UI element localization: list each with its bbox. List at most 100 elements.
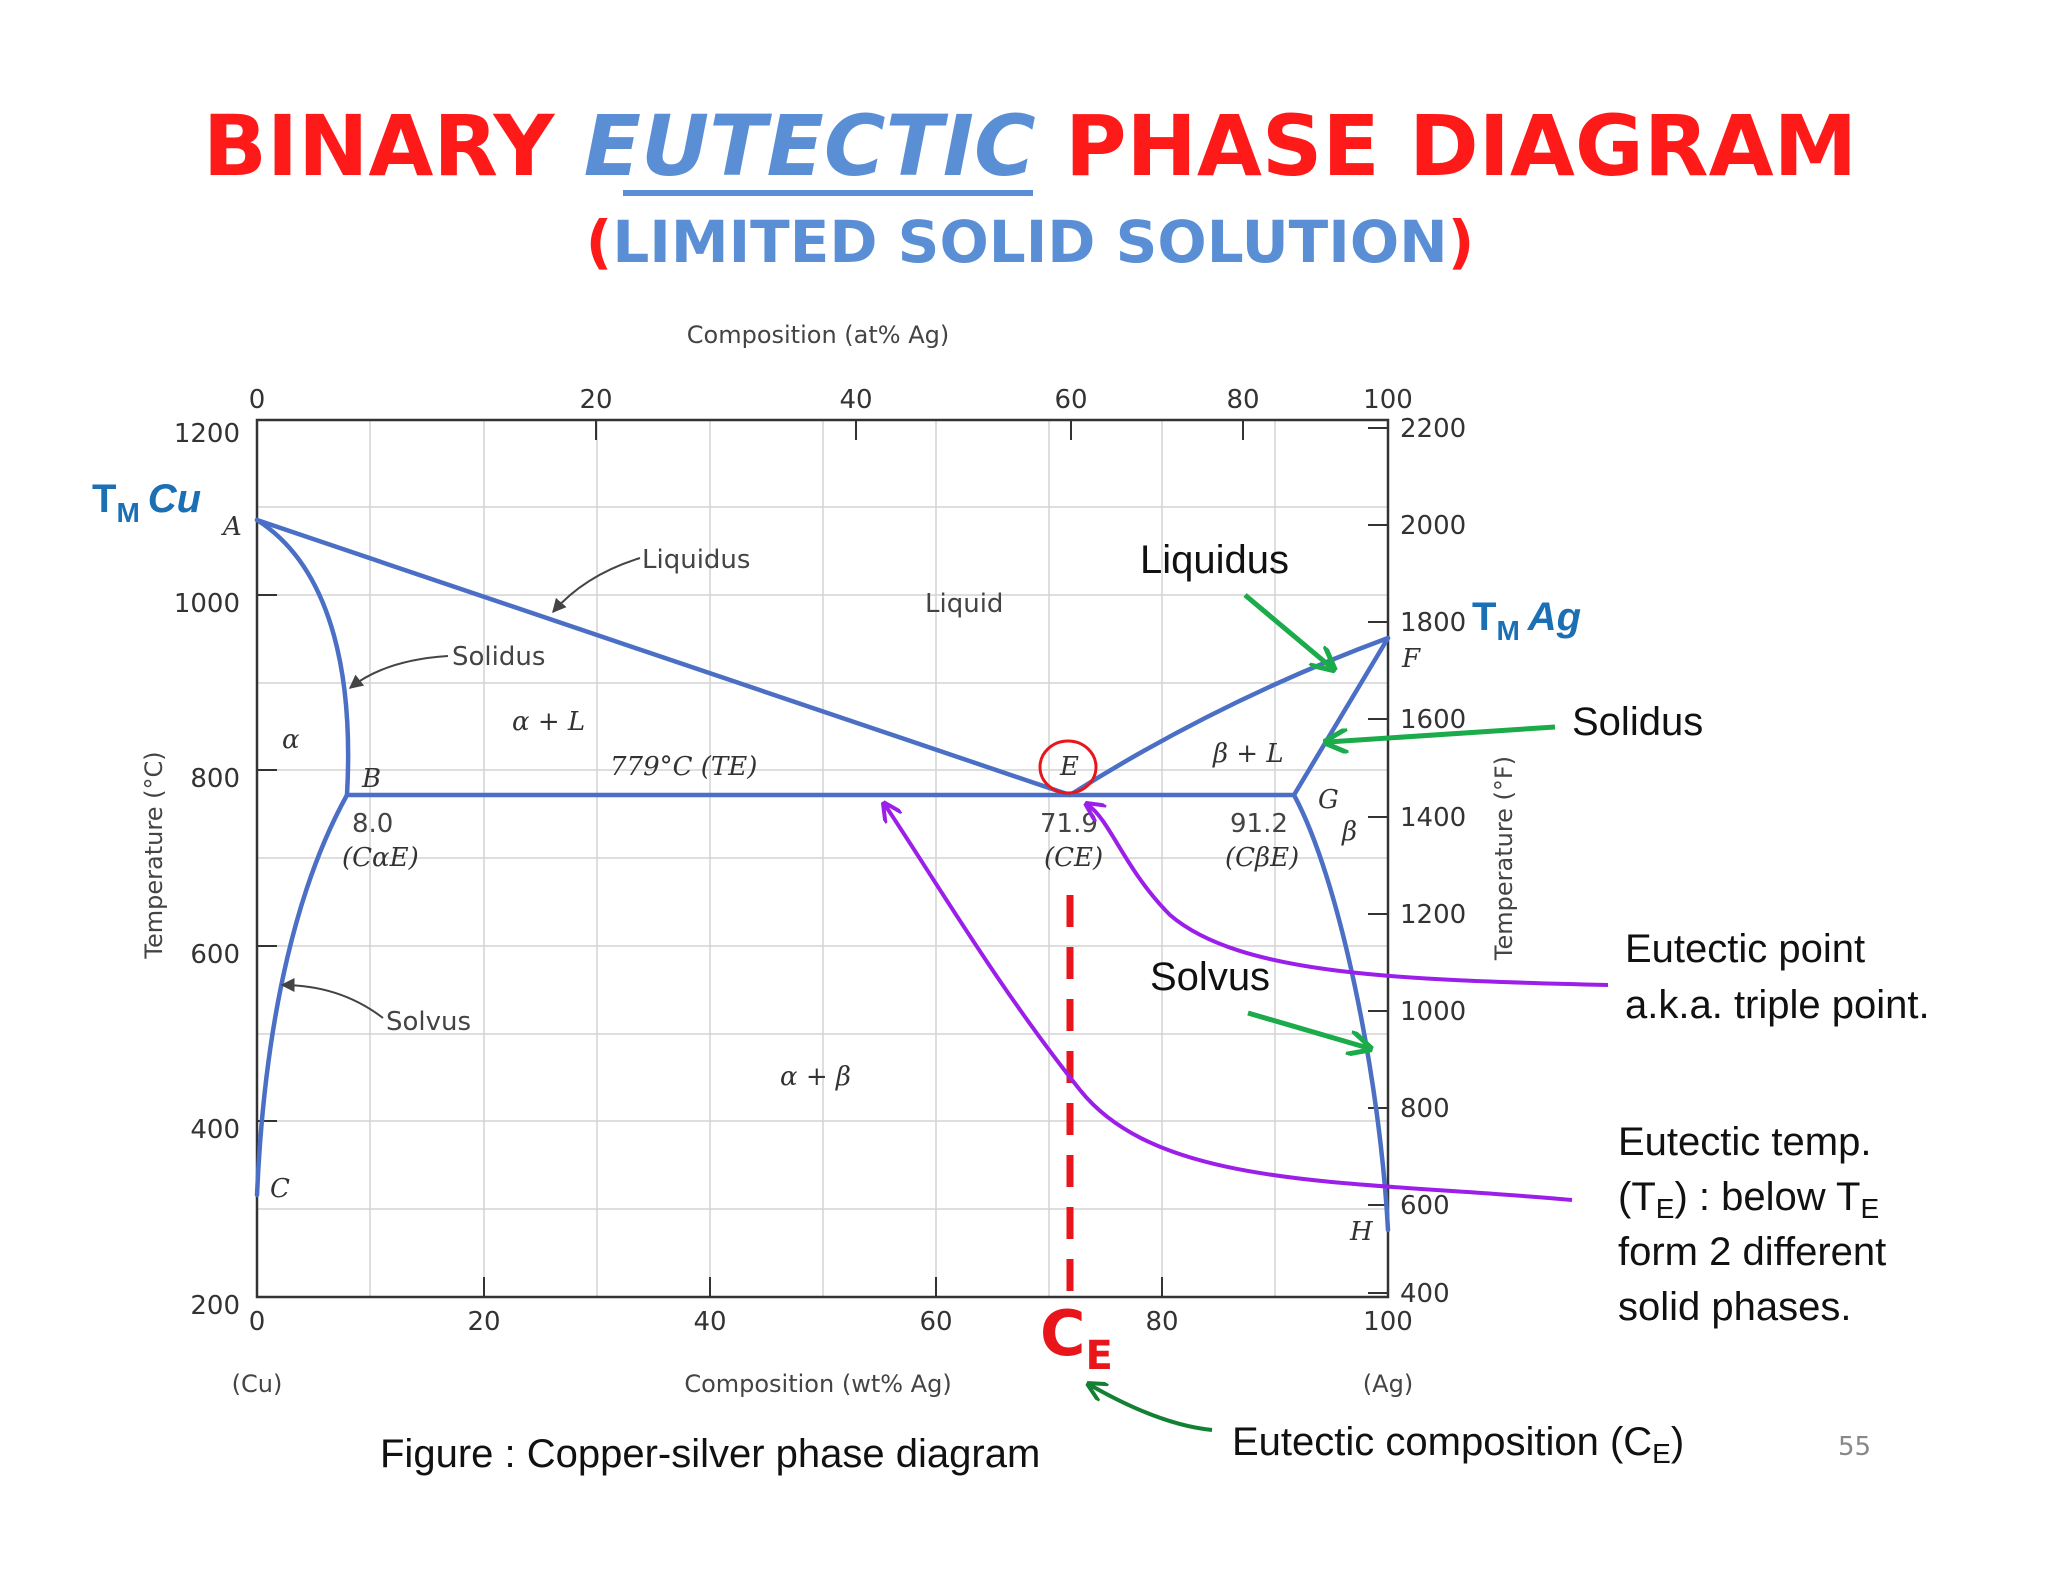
annotation-solidus: Solidus xyxy=(1572,700,1703,744)
label-solvus-inline: Solvus xyxy=(386,1007,471,1037)
right-tick: 400 xyxy=(1400,1279,1450,1309)
liquidus-right-curve xyxy=(1067,635,1391,798)
title-part-binary: BINARY xyxy=(203,97,584,195)
tm-cu-elem: Cu xyxy=(148,477,201,521)
annotation-liquidus: Liquidus xyxy=(1140,538,1289,582)
bottom-tick: 40 xyxy=(693,1307,726,1337)
right-tick: 1600 xyxy=(1400,705,1466,735)
right-tick: 2200 xyxy=(1400,414,1466,444)
region-alpha: α xyxy=(282,725,300,755)
point-labels: A B C E F G H xyxy=(221,512,1421,1247)
annotation-eutectic-temp-line1: Eutectic temp. xyxy=(1618,1120,1871,1164)
region-beta: β xyxy=(1341,817,1357,847)
et-open: (T xyxy=(1618,1175,1656,1219)
region-beta-l: β + L xyxy=(1212,739,1284,769)
region-liquid: Liquid xyxy=(925,589,1003,619)
composition-values: 8.0 (CαE) 71.9 (CE) 91.2 (CβE) xyxy=(342,809,1299,873)
top-tick: 0 xyxy=(249,385,266,415)
right-axis-ticks: 2200 2000 1800 1600 1400 1200 1000 800 6… xyxy=(1400,414,1466,1309)
value-ce: 71.9 xyxy=(1040,809,1098,839)
bottom-tick: 80 xyxy=(1145,1307,1178,1337)
ce-marker-c: C xyxy=(1040,1297,1086,1370)
solidus-right-curve xyxy=(1291,635,1391,798)
label-liquidus-inline: Liquidus xyxy=(642,545,750,575)
inline-line-labels: Liquidus Solidus Solvus 779°C (TE) xyxy=(280,545,757,1037)
eutectic-point-marker xyxy=(1038,739,1098,795)
arrow-solidus-inline xyxy=(348,655,449,689)
left-tick: 1000 xyxy=(174,589,240,619)
bottom-tick: 20 xyxy=(467,1307,500,1337)
right-tick: 2000 xyxy=(1400,511,1466,541)
bottom-axis-label: Composition (wt% Ag) xyxy=(684,1370,951,1398)
tm-ag-sub: M xyxy=(1496,615,1519,646)
label-solidus-inline: Solidus xyxy=(452,642,545,672)
ec-text: Eutectic composition (C xyxy=(1232,1420,1652,1464)
subtitle-close-paren: ) xyxy=(1448,208,1475,276)
label-ce: (CE) xyxy=(1044,843,1103,873)
arrow-solvus xyxy=(1247,1010,1368,1048)
top-axis-label: Composition (at% Ag) xyxy=(687,321,949,349)
top-tick: 40 xyxy=(839,385,872,415)
plot-grid xyxy=(257,420,1388,1297)
point-label-c: C xyxy=(270,1174,290,1204)
label-tm-cu: TM Cu xyxy=(92,477,201,528)
solidus-left-curve xyxy=(254,517,351,798)
annotation-eutectic-point-line1: Eutectic point xyxy=(1625,927,1865,971)
right-tick: 1200 xyxy=(1400,900,1466,930)
right-tick: 1000 xyxy=(1400,997,1466,1027)
slide-title: BINARY EUTECTIC PHASE DIAGRAM xyxy=(203,97,1857,195)
right-axis-label: Temperature (°F) xyxy=(1490,756,1518,961)
bottom-tick: 0 xyxy=(249,1307,266,1337)
solvus-right-curve xyxy=(1291,792,1391,1233)
subtitle-text: LIMITED SOLID SOLUTION xyxy=(612,208,1447,276)
liquidus-left-curve xyxy=(254,517,1073,798)
right-tick: 600 xyxy=(1400,1191,1450,1221)
bottom-right-end-label: (Ag) xyxy=(1363,1370,1413,1398)
left-tick: 800 xyxy=(190,764,240,794)
point-label-g: G xyxy=(1318,785,1339,815)
point-label-h: H xyxy=(1349,1217,1374,1247)
left-axis-label: Temperature (°C) xyxy=(140,751,168,959)
arrow-eutectic-point xyxy=(1088,805,1609,987)
title-part-phase-diagram: PHASE DIAGRAM xyxy=(1036,97,1857,195)
et-sub2: E xyxy=(1860,1193,1879,1224)
arrow-solvus-inline xyxy=(280,978,384,1019)
point-label-e: E xyxy=(1059,752,1079,782)
arrow-liquidus xyxy=(1243,593,1332,668)
region-labels: Liquid α α + L β + L β α + β xyxy=(282,589,1357,1092)
right-tick: 800 xyxy=(1400,1094,1450,1124)
label-cbe: (CβE) xyxy=(1225,843,1299,873)
right-tick: 1400 xyxy=(1400,803,1466,833)
left-tick: 600 xyxy=(190,940,240,970)
figure-caption: Figure : Copper-silver phase diagram xyxy=(380,1432,1040,1476)
tm-ag-elem: Ag xyxy=(1527,595,1581,639)
bottom-left-end-label: (Cu) xyxy=(232,1370,283,1398)
top-axis-ticks: 0 20 40 60 80 100 xyxy=(249,385,1413,415)
subtitle-open-paren: ( xyxy=(586,208,613,276)
point-label-f: F xyxy=(1401,644,1421,674)
tm-cu-sub: M xyxy=(116,497,139,528)
value-cae: 8.0 xyxy=(352,809,393,839)
arrow-liquidus-inline xyxy=(552,557,641,614)
bottom-axis-ticks: 0 20 40 60 80 100 xyxy=(249,1307,1413,1337)
label-eutectic-temp: 779°C (TE) xyxy=(610,752,757,782)
region-alpha-beta: α + β xyxy=(780,1062,851,1092)
point-label-a: A xyxy=(221,512,242,542)
bottom-tick: 100 xyxy=(1363,1307,1413,1337)
ec-close: ) xyxy=(1671,1420,1684,1464)
annotation-eutectic-composition: Eutectic composition (CE) xyxy=(1232,1420,1684,1469)
left-tick: 200 xyxy=(190,1291,240,1321)
top-tick: 80 xyxy=(1226,385,1259,415)
ce-marker-label: CE xyxy=(1040,1297,1113,1379)
top-tick: 60 xyxy=(1054,385,1087,415)
tm-ag-t: T xyxy=(1472,595,1496,639)
label-tm-ag: TM Ag xyxy=(1472,595,1581,646)
left-axis-ticks: 1200 1000 800 600 400 200 xyxy=(174,419,240,1321)
phase-curves xyxy=(254,517,1391,1233)
arrow-solidus xyxy=(1328,724,1556,742)
annotation-eutectic-temp-line2: (TE) : below TE xyxy=(1618,1175,1879,1224)
value-cbe: 91.2 xyxy=(1230,809,1288,839)
arrow-eutectic-temp xyxy=(885,805,1573,1202)
point-label-b: B xyxy=(361,764,381,794)
